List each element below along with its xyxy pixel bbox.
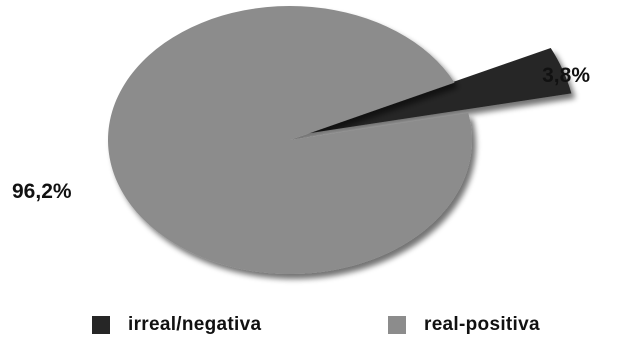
legend-label-irreal-negativa: irreal/negativa <box>128 314 261 336</box>
pie-chart: 3,8% 96,2% <box>0 0 638 300</box>
data-label-irreal-negativa: 3,8% <box>542 64 590 87</box>
legend-swatch-real-positiva <box>388 316 406 334</box>
legend-item-irreal-negativa: irreal/negativa <box>92 314 261 336</box>
legend: irreal/negativa real-positiva <box>0 306 638 342</box>
legend-swatch-irreal-negativa <box>92 316 110 334</box>
legend-item-real-positiva: real-positiva <box>388 314 540 336</box>
pie-slice-real-positiva <box>108 6 472 274</box>
legend-label-real-positiva: real-positiva <box>424 314 540 336</box>
data-label-real-positiva: 96,2% <box>12 180 72 203</box>
